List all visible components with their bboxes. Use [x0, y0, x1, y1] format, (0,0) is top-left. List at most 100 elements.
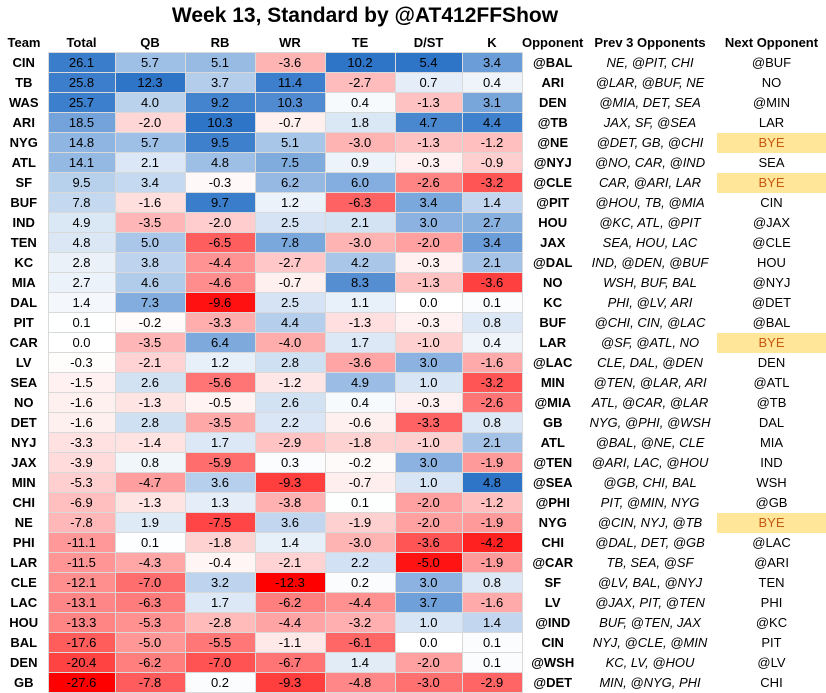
score-cell: -3.0	[324, 132, 396, 153]
table-row: NO -1.6 -1.3 -0.5 2.6 0.4 -0.3 -2.6 @MIA ATL, @CA…	[0, 392, 826, 413]
score-cell: -0.7	[254, 272, 326, 293]
score-cell: -6.2	[114, 652, 186, 673]
next-opponent: @ARI	[754, 555, 789, 570]
score-cell: 1.9	[114, 512, 186, 533]
score-cell: -1.6	[47, 392, 116, 413]
score-cell: -2.0	[114, 112, 186, 133]
table-row: CLE -12.1 -7.0 3.2 -12.3 0.2 3.0 0.8 SF @LV, BAL,…	[0, 572, 826, 593]
score-cell: 10.3	[184, 112, 256, 133]
opponent: @PHI	[535, 495, 570, 510]
table-row: BUF 7.8 -1.6 9.7 1.2 -6.3 3.4 1.4 @PIT @HOU, TB, …	[0, 192, 826, 213]
table-row: PIT 0.1 -0.2 -3.3 4.4 -1.3 -0.3 0.8 BUF @CHI, CIN…	[0, 312, 826, 333]
score-cell: 11.4	[254, 72, 326, 93]
team: LAR	[10, 555, 38, 570]
score-cell: 25.8	[47, 72, 116, 93]
team: TB	[15, 75, 33, 90]
score-cell: 4.7	[394, 112, 463, 133]
next-opponent: @GB	[755, 495, 788, 510]
score-cell: 0.1	[47, 312, 116, 333]
team: ATL	[11, 155, 36, 170]
score-cell: 1.0	[394, 612, 463, 633]
score-cell: -2.0	[394, 492, 463, 513]
next-opponent: BYE	[717, 132, 826, 153]
score-cell: 7.8	[254, 232, 326, 253]
score-cell: 0.8	[461, 412, 523, 433]
score-cell: 25.7	[47, 92, 116, 113]
score-cell: -0.2	[324, 452, 396, 473]
score-cell: 5.0	[114, 232, 186, 253]
score-cell: -2.1	[254, 552, 326, 573]
opponent: @DAL	[533, 255, 573, 270]
next-opponent: DAL	[758, 415, 785, 430]
score-cell: -17.6	[47, 632, 116, 653]
score-cell: -1.9	[461, 452, 523, 473]
next-opponent: @CLE	[752, 235, 791, 250]
score-cell: -3.3	[47, 432, 116, 453]
score-cell: 1.8	[324, 112, 396, 133]
score-cell: -1.0	[394, 332, 463, 353]
score-cell: -3.3	[184, 312, 256, 333]
score-cell: 0.4	[461, 72, 523, 93]
score-cell: -3.5	[184, 412, 256, 433]
opponent: @IND	[535, 615, 571, 630]
score-cell: 2.8	[47, 252, 116, 273]
score-cell: 3.6	[254, 512, 326, 533]
opponent: LV	[544, 595, 561, 610]
team: DEN	[10, 655, 38, 670]
score-cell: -2.7	[254, 252, 326, 273]
score-cell: -1.4	[114, 432, 186, 453]
prev-opponents: @TEN, @LAR, ARI	[593, 375, 707, 390]
score-cell: -1.6	[461, 592, 523, 613]
score-cell: 9.2	[184, 92, 256, 113]
table-row: IND 4.9 -3.5 -2.0 2.5 2.1 3.0 2.7 HOU @KC, ATL, @…	[0, 212, 826, 233]
score-cell: 26.1	[47, 52, 116, 73]
score-cell: 2.5	[254, 292, 326, 313]
score-cell: -1.3	[114, 492, 186, 513]
opponent: BUF	[539, 315, 567, 330]
team: GB	[14, 675, 34, 690]
score-cell: -2.6	[394, 172, 463, 193]
score-cell: 3.2	[184, 572, 256, 593]
opponent: @DET	[533, 675, 573, 690]
score-cell: -4.2	[461, 532, 523, 553]
score-cell: 3.6	[184, 472, 256, 493]
score-cell: 2.1	[114, 152, 186, 173]
score-cell: -3.0	[324, 532, 396, 553]
next-opponent: MIA	[759, 435, 784, 450]
score-cell: 0.8	[461, 572, 523, 593]
column-header: WR	[279, 34, 301, 50]
score-cell: 0.1	[461, 292, 523, 313]
prev-opponents: NYJ, @CLE, @MIN	[592, 635, 708, 650]
score-cell: 9.5	[184, 132, 256, 153]
team: JAX	[11, 455, 37, 470]
score-cell: -3.6	[254, 52, 326, 73]
score-cell: 2.8	[254, 352, 326, 373]
score-cell: 1.4	[254, 532, 326, 553]
score-cell: -2.1	[114, 352, 186, 373]
score-cell: 3.0	[394, 352, 463, 373]
score-cell: 2.1	[461, 252, 523, 273]
team: HOU	[9, 615, 39, 630]
prev-opponents: @MIA, DET, SEA	[599, 95, 701, 110]
score-cell: -11.1	[47, 532, 116, 553]
score-cell: 5.7	[114, 52, 186, 73]
score-cell: 0.4	[324, 392, 396, 413]
prev-opponents: @DET, GB, @CHI	[596, 135, 704, 150]
score-cell: 2.8	[114, 412, 186, 433]
column-header: Opponent	[522, 34, 584, 50]
next-opponent: @KC	[755, 615, 788, 630]
opponent: GB	[543, 415, 563, 430]
next-opponent: @BAL	[752, 315, 791, 330]
opponent: HOU	[538, 215, 568, 230]
score-cell: -4.4	[184, 252, 256, 273]
prev-opponents: @KC, ATL, @PIT	[599, 215, 701, 230]
opponent: @MIA	[534, 395, 571, 410]
opponent: @LAC	[533, 355, 573, 370]
score-cell: 7.8	[47, 192, 116, 213]
score-cell: 0.0	[394, 292, 463, 313]
score-cell: -2.0	[394, 652, 463, 673]
prev-opponents: @GB, CHI, BAL	[603, 475, 697, 490]
score-cell: 3.0	[394, 212, 463, 233]
score-cell: 3.8	[114, 252, 186, 273]
team: SF	[15, 175, 33, 190]
